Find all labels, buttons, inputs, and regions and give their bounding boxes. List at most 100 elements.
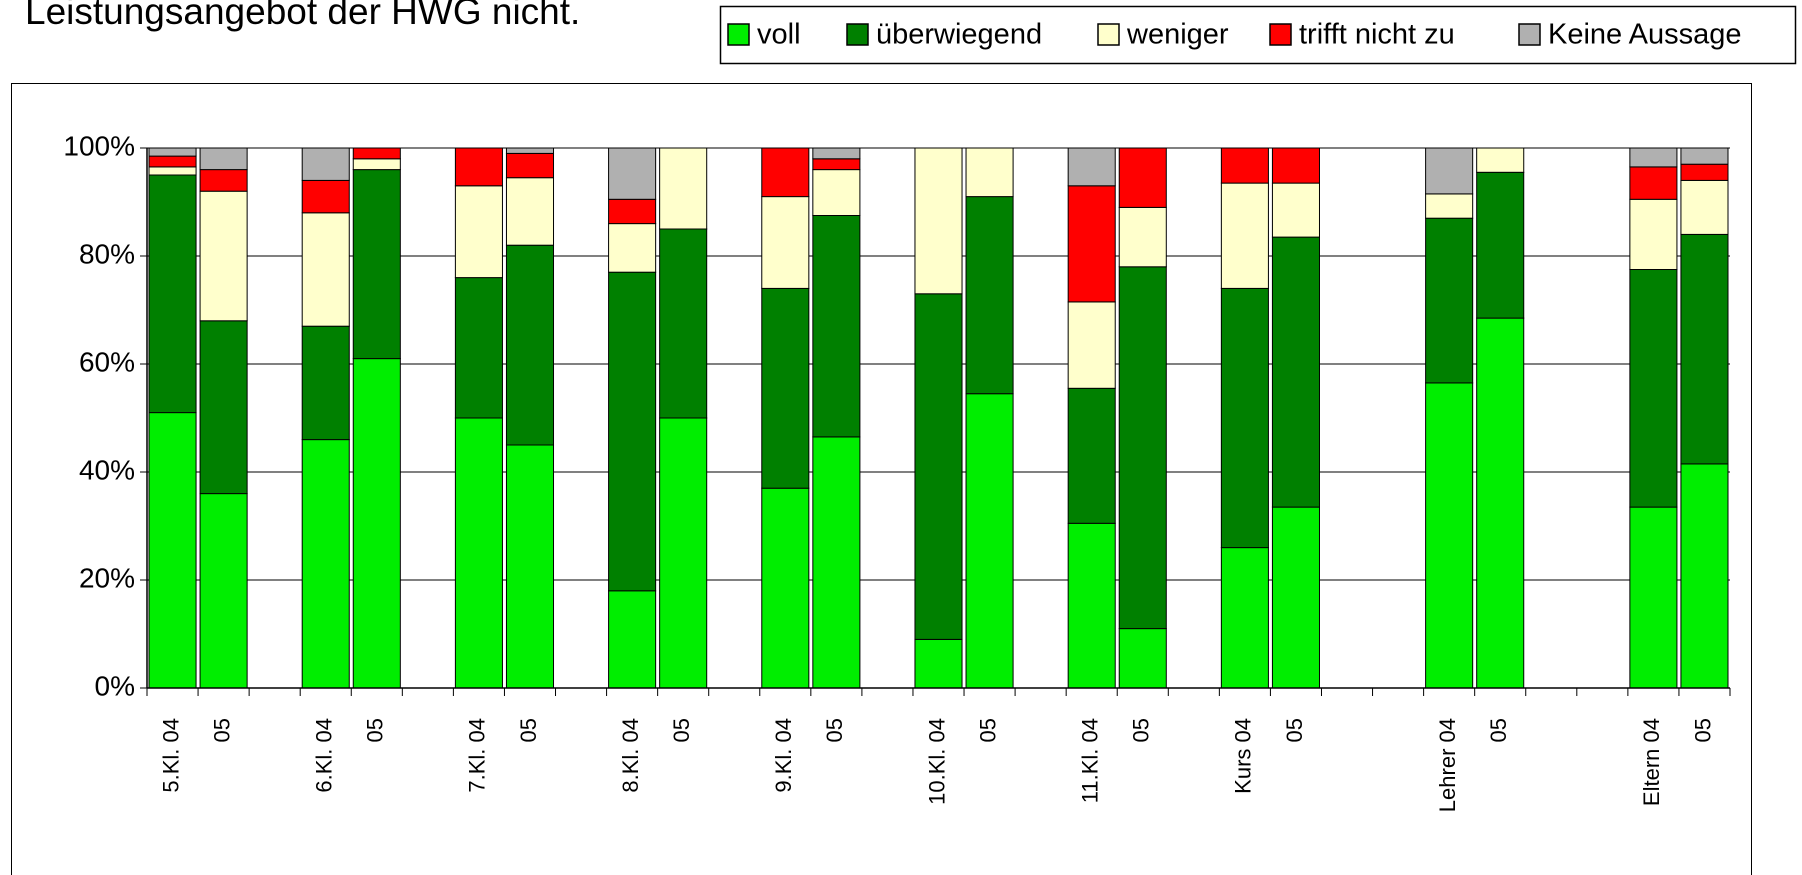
bar-segment [608,271,657,592]
bar-segment [301,212,350,327]
x-tick-label: 05 [1486,718,1511,742]
bar-segment [1067,301,1116,389]
legend-swatch [846,23,869,46]
bar-segment [1067,522,1116,689]
x-tick-label: 8.Kl. 04 [618,718,643,793]
x-tick-label: Kurs 04 [1231,718,1256,794]
bar-segment [1425,217,1474,384]
chart-frame [11,83,1752,875]
bar-segment [659,417,708,689]
bar-segment [914,147,963,295]
legend-label: voll [757,19,801,51]
bar-segment [659,228,708,419]
bar-segment [1425,382,1474,689]
bar-segment [352,158,401,171]
bar-segment [1629,506,1678,689]
bar-segment [505,147,555,154]
bar-segment [1680,163,1729,181]
bar-segment [1476,171,1525,319]
bar-segment [914,293,963,640]
bar-segment [1118,147,1167,208]
bar-segment [352,358,401,689]
bar-segment [1118,206,1167,268]
bar-segment [812,147,861,160]
legend-label: Keine Aussage [1548,19,1741,51]
y-tick-label: 60% [79,346,135,377]
bar-segment [761,196,810,289]
bar-segment [352,169,401,360]
bar-segment [454,185,503,279]
bar-segment [812,436,861,689]
bar-segment [812,215,861,438]
legend-swatch [727,23,750,46]
x-tick-label: 05 [209,718,234,742]
bar-segment [1680,463,1729,689]
bar-segment [454,147,503,187]
bar-segment [965,393,1014,689]
bar-segment [761,487,810,689]
bar-segment [148,412,197,689]
bar-segment [505,444,555,689]
bar-segment [199,493,248,689]
bar-segment [1271,182,1320,238]
y-tick-label: 0% [95,670,135,701]
y-tick-label: 20% [79,562,135,593]
bar-segment [1476,147,1525,173]
bar-segment [914,638,963,689]
bar-segment [199,169,248,192]
bar-segment [148,174,197,414]
chart-title: Leistungsangebot der HWG nicht. [25,0,580,32]
bar-segment [608,223,657,273]
y-tick-label: 80% [79,238,135,269]
bar-segment [1629,198,1678,270]
x-tick-label: 05 [1282,718,1307,742]
bar-segment [199,190,248,322]
x-tick-label: 05 [363,718,388,742]
bar-segment [505,152,555,179]
bar-segment [1118,266,1167,630]
bar-segment [608,147,657,200]
bar-segment [454,277,503,419]
bar-segment [761,287,810,489]
bar-segment [148,155,197,168]
bar-segment [1680,179,1729,235]
x-tick-label: 05 [822,718,847,742]
bar-segment [505,244,555,446]
bar-segment [148,147,197,157]
bar-segment [1629,166,1678,200]
legend-swatch [1097,23,1120,46]
bar-segment [301,147,350,181]
bar-segment [505,177,555,246]
bar-segment [1220,147,1269,184]
bar-segment [1220,547,1269,689]
x-tick-label: 05 [1690,718,1715,742]
x-tick-label: 7.Kl. 04 [465,718,490,793]
x-tick-label: 05 [516,718,541,742]
bar-segment [1067,387,1116,524]
legend-swatch [1269,23,1292,46]
bar-segment [1220,287,1269,549]
bar-segment [1271,506,1320,689]
bar-segment [301,439,350,689]
x-tick-label: 10.Kl. 04 [924,718,949,805]
bar-segment [1067,147,1116,187]
y-tick-label: 100% [63,130,135,161]
bar-segment [148,166,197,176]
bar-segment [761,147,810,198]
legend-label: überwiegend [876,19,1042,51]
bar-segment [659,147,708,230]
x-tick-label: 11.Kl. 04 [1078,718,1103,803]
x-tick-label: 9.Kl. 04 [771,718,796,793]
bar-segment [352,147,401,160]
bar-segment [199,147,248,171]
legend-box [719,5,1797,65]
bar-segment [1680,233,1729,465]
bar-segment [301,179,350,214]
bar-segment [301,325,350,441]
legend-label: weniger [1126,19,1229,51]
x-tick-label: 6.Kl. 04 [312,718,337,793]
bar-segment [1629,269,1678,508]
x-tick-label: 5.Kl. 04 [158,718,183,793]
